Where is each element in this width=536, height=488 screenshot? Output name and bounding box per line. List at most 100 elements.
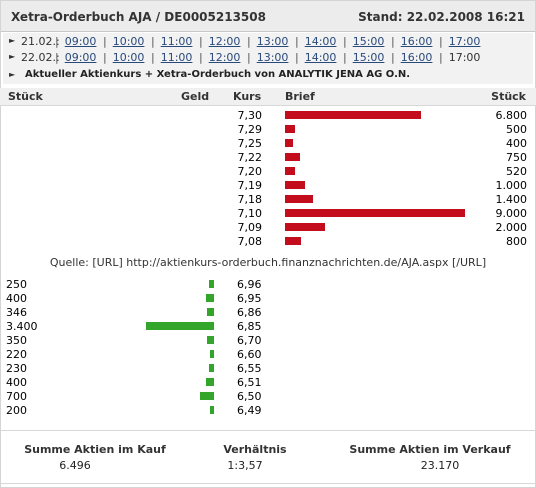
time-slot-link[interactable]: 13:00 bbox=[256, 35, 289, 48]
bid-quantity: 700 bbox=[6, 390, 27, 403]
sum-sell-label: Summe Aktien im Verkauf bbox=[349, 443, 511, 456]
time-slot-item: | 15:00 bbox=[343, 51, 391, 64]
time-slots: | 09:00 | 10:00 | 11:00 | 12:00 | 13:00 | 14:00 | 15:… bbox=[55, 35, 487, 48]
ask-bar bbox=[285, 167, 295, 175]
time-slot-item: | 16:00 bbox=[391, 35, 439, 48]
ask-quantity: 1.000 bbox=[495, 179, 528, 192]
time-slot-link[interactable]: 14:00 bbox=[304, 35, 337, 48]
bid-price: 6,55 bbox=[237, 362, 262, 375]
ask-bar bbox=[285, 181, 305, 189]
ask-bar bbox=[285, 195, 313, 203]
separator: | bbox=[295, 51, 299, 64]
bid-quantity: 250 bbox=[6, 278, 27, 291]
time-slot-item: | 09:00 bbox=[55, 35, 103, 48]
timestamp: Stand: 22.02.2008 16:21 bbox=[358, 10, 525, 24]
bid-price: 6,95 bbox=[237, 292, 262, 305]
bid-price: 6,60 bbox=[237, 348, 262, 361]
separator: | bbox=[391, 35, 395, 48]
ask-quantity: 2.000 bbox=[495, 221, 528, 234]
ask-bar bbox=[285, 139, 293, 147]
ask-quantity: 6.800 bbox=[495, 109, 528, 122]
time-slot-link[interactable]: 13:00 bbox=[256, 51, 289, 64]
time-slot-item: | 10:00 bbox=[103, 35, 151, 48]
time-slot-link[interactable]: 09:00 bbox=[64, 51, 97, 64]
time-slot-link[interactable]: 15:00 bbox=[352, 35, 385, 48]
bid-bar bbox=[209, 280, 214, 288]
bid-price: 6,96 bbox=[237, 278, 262, 291]
time-slot-link[interactable]: 11:00 bbox=[160, 35, 193, 48]
ask-quantity: 500 bbox=[506, 123, 527, 136]
column-stueck-ask: Stück bbox=[491, 90, 526, 103]
bid-price: 6,85 bbox=[237, 320, 262, 333]
separator: | bbox=[151, 35, 155, 48]
sum-sell-value: 23.170 bbox=[420, 459, 460, 472]
time-slot-link[interactable]: 17:00 bbox=[448, 35, 481, 48]
time-slot-link[interactable]: 14:00 bbox=[304, 51, 337, 64]
column-geld: Geld bbox=[181, 90, 210, 103]
bid-bar bbox=[200, 392, 214, 400]
time-slot-link[interactable]: 16:00 bbox=[400, 35, 433, 48]
ask-price: 7,30 bbox=[237, 109, 263, 122]
time-slot-link[interactable]: 10:00 bbox=[112, 51, 145, 64]
bid-quantity: 3.400 bbox=[6, 320, 38, 333]
bid-bar bbox=[206, 294, 214, 302]
current-quote-label: Aktueller Aktienkurs + Xetra-Orderbuch v… bbox=[25, 69, 411, 80]
separator: | bbox=[247, 51, 251, 64]
bid-bar bbox=[146, 322, 214, 330]
time-slot-item: | 13:00 bbox=[247, 35, 295, 48]
time-slot-item: | 14:00 bbox=[295, 35, 343, 48]
bid-price: 6,51 bbox=[237, 376, 262, 389]
bid-quantity: 230 bbox=[6, 362, 27, 375]
time-slot-link[interactable]: 09:00 bbox=[64, 35, 97, 48]
page-title: Xetra-Orderbuch AJA / DE0005213508 bbox=[11, 10, 266, 24]
timebar-date: 22.02.: bbox=[21, 51, 60, 64]
column-kurs: Kurs bbox=[233, 90, 262, 103]
bid-bar bbox=[210, 350, 214, 358]
arrow-right-icon: ► bbox=[9, 36, 16, 45]
bid-bar bbox=[207, 308, 214, 316]
separator: | bbox=[55, 35, 59, 48]
source-note: Quelle: [URL] http://aktienkurs-orderbuc… bbox=[49, 256, 487, 269]
bid-bar bbox=[210, 406, 214, 414]
ask-bar bbox=[285, 237, 301, 245]
ask-bar bbox=[285, 223, 325, 231]
bid-quantity: 200 bbox=[6, 404, 27, 417]
ask-quantity: 9.000 bbox=[495, 207, 528, 220]
time-slot-link[interactable]: 12:00 bbox=[208, 51, 241, 64]
time-slot-link[interactable]: 12:00 bbox=[208, 35, 241, 48]
column-header: Stück Geld Kurs Brief Stück bbox=[0, 88, 536, 106]
separator: | bbox=[103, 51, 107, 64]
separator: | bbox=[103, 35, 107, 48]
separator: | bbox=[343, 51, 347, 64]
time-slot-item: | 11:00 bbox=[151, 35, 199, 48]
time-slot-item: | 09:00 bbox=[55, 51, 103, 64]
ask-price: 7,25 bbox=[237, 137, 263, 150]
ask-quantity: 520 bbox=[506, 165, 527, 178]
ask-price: 7,18 bbox=[237, 193, 263, 206]
timebar-day-1: ► 21.02.: | 09:00 | 10:00 | 11:00 | 12:00 | 13:00… bbox=[3, 33, 533, 50]
divider bbox=[0, 483, 536, 484]
arrow-right-icon: ► bbox=[9, 70, 16, 79]
separator: | bbox=[247, 35, 251, 48]
time-slot-item: | 17:00 bbox=[439, 51, 487, 64]
separator: | bbox=[439, 51, 443, 64]
bid-quantity: 400 bbox=[6, 376, 27, 389]
current-quote-link[interactable]: ► Aktueller Aktienkurs + Xetra-Orderbuch… bbox=[3, 66, 533, 84]
ratio-label: Verhältnis bbox=[223, 443, 287, 456]
arrow-right-icon: ► bbox=[9, 52, 16, 61]
separator: | bbox=[391, 51, 395, 64]
bid-bar bbox=[207, 336, 214, 344]
bid-price: 6,50 bbox=[237, 390, 262, 403]
sum-buy-label: Summe Aktien im Kauf bbox=[24, 443, 166, 456]
separator: | bbox=[55, 51, 59, 64]
time-slot-link[interactable]: 10:00 bbox=[112, 35, 145, 48]
ask-bar bbox=[285, 209, 465, 217]
ask-price: 7,22 bbox=[237, 151, 263, 164]
time-slot-item: | 15:00 bbox=[343, 35, 391, 48]
ask-price: 7,19 bbox=[237, 179, 263, 192]
separator: | bbox=[199, 51, 203, 64]
time-slot-link[interactable]: 16:00 bbox=[400, 51, 433, 64]
time-slot-link[interactable]: 11:00 bbox=[160, 51, 193, 64]
time-slot-link[interactable]: 15:00 bbox=[352, 51, 385, 64]
time-slot-item: | 13:00 bbox=[247, 51, 295, 64]
